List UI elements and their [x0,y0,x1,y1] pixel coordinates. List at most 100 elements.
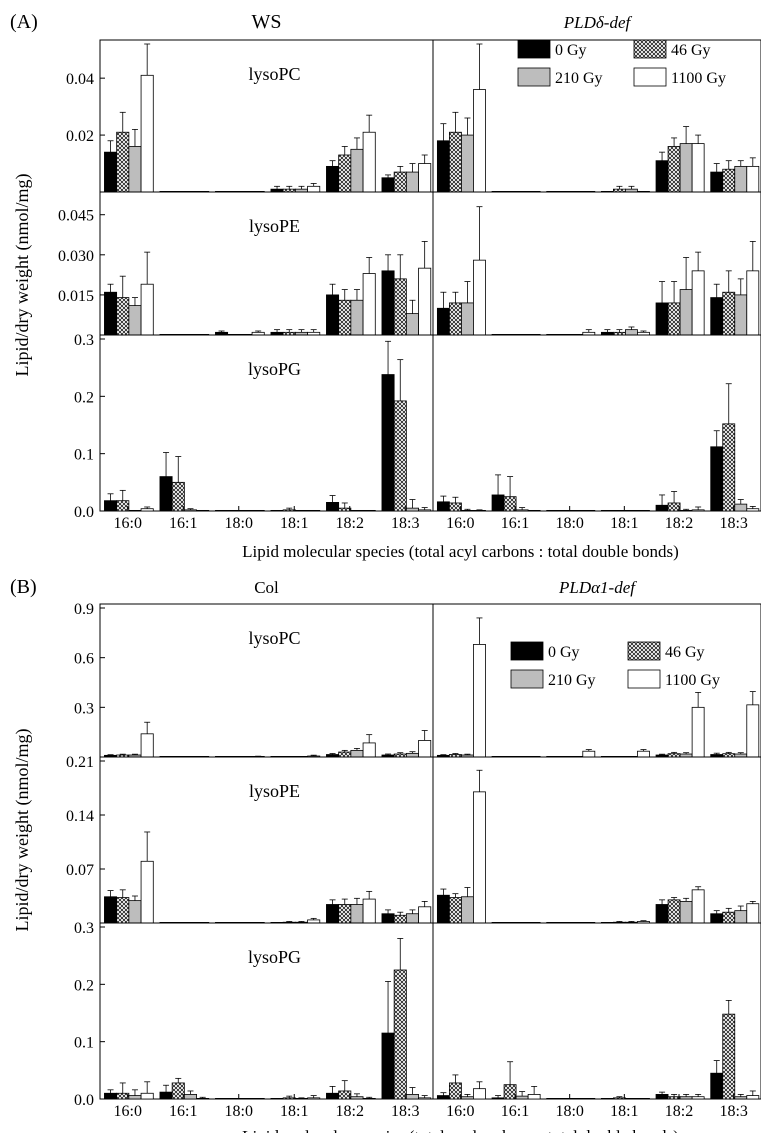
row-label: lysoPE [249,781,300,801]
legend-swatch [633,67,667,87]
bar [251,1098,265,1100]
legend-label: 1100 Gy [665,672,720,689]
x-tick-label: 16:0 [446,1103,474,1120]
bar [746,508,760,512]
bar [418,509,432,512]
bar [350,1096,364,1100]
x-tick-label: 18:2 [336,515,364,532]
x-tick-label: 18:2 [336,1103,364,1120]
row-label: lysoPG [248,359,301,379]
bar [679,289,693,336]
bar [546,1098,560,1100]
bar [734,165,748,193]
bar [326,165,340,193]
bar [381,177,395,193]
bar [418,906,432,924]
bar [338,154,352,193]
bar [140,733,154,758]
bar [350,749,364,758]
bar [393,914,407,924]
bar [116,500,130,512]
bar [381,1032,395,1100]
bar [362,273,376,336]
bar [362,1098,376,1100]
x-tick-label: 16:1 [501,1103,529,1120]
legend-swatch [627,669,661,689]
bar [104,151,118,193]
bar [679,1096,693,1100]
bar [128,1095,142,1100]
bar [239,1098,253,1100]
row-lysoPC: 0.3 0.6 0.9 lysoPC [74,601,760,758]
bar [381,913,395,924]
bar [104,500,118,512]
bar [338,299,352,336]
bar [183,509,197,512]
bar [746,1095,760,1100]
x-tick-label: 18:3 [391,1103,419,1120]
bar [294,1098,308,1100]
bar [362,131,376,193]
x-tick-label: 16:0 [114,1103,142,1120]
bar [722,911,736,924]
row-lysoPG: 0.0 0.1 0.2 0.3 lysoPG [74,332,761,521]
bar [625,509,638,512]
bar [104,291,118,336]
row-lysoPC: 0.02 0.04 lysoPC [66,43,760,193]
row-lysoPE: 0.015 0.030 0.045 lysoPE [58,191,761,336]
bar [362,509,376,512]
bar [667,502,681,512]
bar [461,1096,474,1100]
plot-frame [99,603,761,1100]
legend-swatch [510,641,544,661]
x-tick-label: 16:0 [114,515,142,532]
bar [381,270,395,336]
bar [405,1094,419,1100]
bar [436,1095,450,1100]
panel-b: (B) Col PLDα1-def0.30.60.9lysoPC0.070.140.… [10,576,761,1133]
y-axis-title: Lipid/dry weight (nmol/mg) [12,729,33,932]
x-axis-title: Lipid molecular species (total acyl carb… [242,542,679,561]
bar [600,509,614,512]
bar [448,897,462,924]
bar [282,509,296,512]
x-tick-label: 18:1 [280,515,308,532]
y-tick-label: 0.045 [58,208,94,225]
x-tick-label: 18:1 [280,1103,308,1120]
x-tick-label: 18:3 [391,515,419,532]
bar [734,503,748,512]
row-lysoPG: 0.0 0.1 0.2 0.3 lysoPG [74,920,761,1109]
legend-label: 46 Gy [671,42,711,59]
bar [350,148,364,193]
bar [393,969,407,1100]
bar [270,1098,284,1100]
bar [326,904,340,924]
bar [558,1098,572,1100]
x-tick-label: 18:3 [719,515,747,532]
bar [448,502,462,512]
bar [473,89,486,193]
y-tick-label: 0.0 [74,504,94,521]
bar [159,1091,173,1100]
bar [307,185,321,193]
bar [655,504,669,512]
bar [734,294,748,336]
bar [307,1097,321,1100]
legend-label: 46 Gy [665,644,705,661]
bar [393,400,407,512]
bar [503,496,517,512]
legend-swatch [517,39,551,59]
bar [418,740,432,758]
bar [196,1098,210,1100]
bar [746,270,760,336]
x-tick-label: 18:3 [719,1103,747,1120]
bar [691,889,705,924]
legend: 0 Gy 46 Gy 210 Gy 1100 Gy [517,39,726,87]
bar [473,259,486,336]
bar [570,509,584,512]
bar [140,1092,154,1100]
bar [546,509,560,512]
bar [667,146,681,193]
panel-label: (A) [10,11,38,33]
bar [655,904,669,924]
